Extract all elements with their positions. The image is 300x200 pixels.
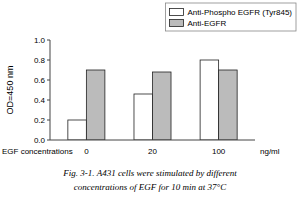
y-tick-label: 0.0 <box>34 136 46 145</box>
y-axis-label: OD=450 nm <box>5 66 15 115</box>
legend-frame <box>166 3 296 31</box>
bars <box>68 60 237 140</box>
legend-label: Anti-EGFR <box>188 19 227 28</box>
legend-swatch <box>170 20 184 27</box>
y-tick-label: 0.2 <box>34 116 46 125</box>
caption-line: Fig. 3-1. A431 cells were stimulated by … <box>62 168 237 178</box>
bar <box>153 72 172 140</box>
legend-swatch <box>170 9 184 16</box>
bar <box>200 60 219 140</box>
y-tick-label: 1.0 <box>34 36 46 45</box>
caption-line: concentrations of EGF for 10 min at 37°C <box>74 182 227 192</box>
x-tick-label: 20 <box>148 147 157 156</box>
chart: 0.0 0.2 0.4 0.6 0.8 1.0 OD=450 nm EGF concentra… <box>0 0 300 200</box>
x-unit: ng/ml <box>260 147 280 156</box>
legend-label: Anti-Phospho EGFR (Tyr845) <box>188 8 293 17</box>
legend: Anti-Phospho EGFR (Tyr845) Anti-EGFR <box>166 3 296 31</box>
y-axis <box>50 40 51 140</box>
x-tick-label: 0 <box>84 147 89 156</box>
bar <box>86 70 105 140</box>
x-axis-label: EGF concentrations <box>2 147 73 156</box>
bar <box>68 120 87 140</box>
y-tick-label: 0.4 <box>34 96 46 105</box>
y-tick-label: 0.8 <box>34 56 46 65</box>
x-tick-label: 100 <box>212 147 226 156</box>
bar <box>134 94 153 140</box>
y-tick-label: 0.6 <box>34 76 46 85</box>
bar <box>219 70 238 140</box>
x-axis <box>50 140 255 141</box>
